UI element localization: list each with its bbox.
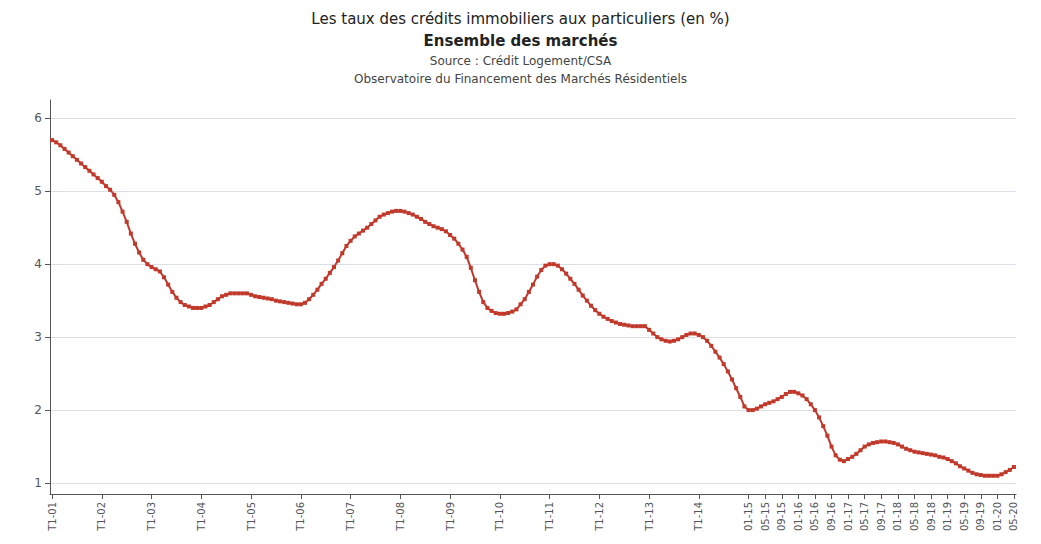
svg-text:2: 2 bbox=[34, 403, 42, 417]
svg-text:09-15: 09-15 bbox=[776, 502, 787, 531]
svg-text:01-17: 01-17 bbox=[843, 502, 854, 531]
svg-text:T1-08: T1-08 bbox=[395, 502, 406, 532]
svg-text:Les taux des crédits immobilie: Les taux des crédits immobiliers aux par… bbox=[311, 10, 729, 28]
svg-text:01-19: 01-19 bbox=[942, 502, 953, 531]
svg-text:T1-13: T1-13 bbox=[644, 502, 655, 532]
svg-text:T1-14: T1-14 bbox=[693, 502, 704, 532]
svg-text:05-15: 05-15 bbox=[760, 502, 771, 531]
svg-text:T1-02: T1-02 bbox=[96, 502, 107, 532]
svg-text:09-18: 09-18 bbox=[926, 502, 937, 531]
svg-text:T1-12: T1-12 bbox=[594, 502, 605, 532]
svg-text:5: 5 bbox=[34, 184, 42, 198]
svg-text:01-18: 01-18 bbox=[892, 502, 903, 531]
svg-text:01-15: 01-15 bbox=[743, 502, 754, 531]
svg-text:T1-04: T1-04 bbox=[196, 502, 207, 532]
svg-text:T1-11: T1-11 bbox=[544, 502, 555, 532]
svg-text:01-16: 01-16 bbox=[793, 502, 804, 531]
svg-text:T1-06: T1-06 bbox=[295, 502, 306, 532]
svg-text:T1-01: T1-01 bbox=[47, 502, 58, 532]
svg-text:09-17: 09-17 bbox=[876, 502, 887, 531]
svg-text:05-20: 05-20 bbox=[1008, 502, 1019, 531]
svg-text:T1-05: T1-05 bbox=[246, 502, 257, 532]
svg-text:T1-07: T1-07 bbox=[345, 502, 356, 532]
svg-text:Ensemble des marchés: Ensemble des marchés bbox=[424, 32, 618, 50]
svg-text:3: 3 bbox=[34, 330, 42, 344]
svg-text:T1-09: T1-09 bbox=[445, 502, 456, 532]
svg-text:4: 4 bbox=[34, 257, 42, 271]
svg-text:09-19: 09-19 bbox=[975, 502, 986, 531]
svg-text:6: 6 bbox=[34, 111, 42, 125]
svg-text:09-16: 09-16 bbox=[826, 502, 837, 531]
svg-text:05-18: 05-18 bbox=[909, 502, 920, 531]
svg-text:Source : Crédit Logement/CSA: Source : Crédit Logement/CSA bbox=[430, 54, 612, 68]
svg-text:T1-10: T1-10 bbox=[494, 502, 505, 532]
svg-text:05-17: 05-17 bbox=[859, 502, 870, 531]
svg-text:05-16: 05-16 bbox=[809, 502, 820, 531]
svg-text:T1-03: T1-03 bbox=[146, 502, 157, 532]
svg-text:1: 1 bbox=[34, 476, 42, 490]
svg-text:Observatoire du Financement de: Observatoire du Financement des Marchés … bbox=[354, 72, 687, 86]
svg-text:05-19: 05-19 bbox=[959, 502, 970, 531]
svg-text:01-20: 01-20 bbox=[992, 502, 1003, 531]
